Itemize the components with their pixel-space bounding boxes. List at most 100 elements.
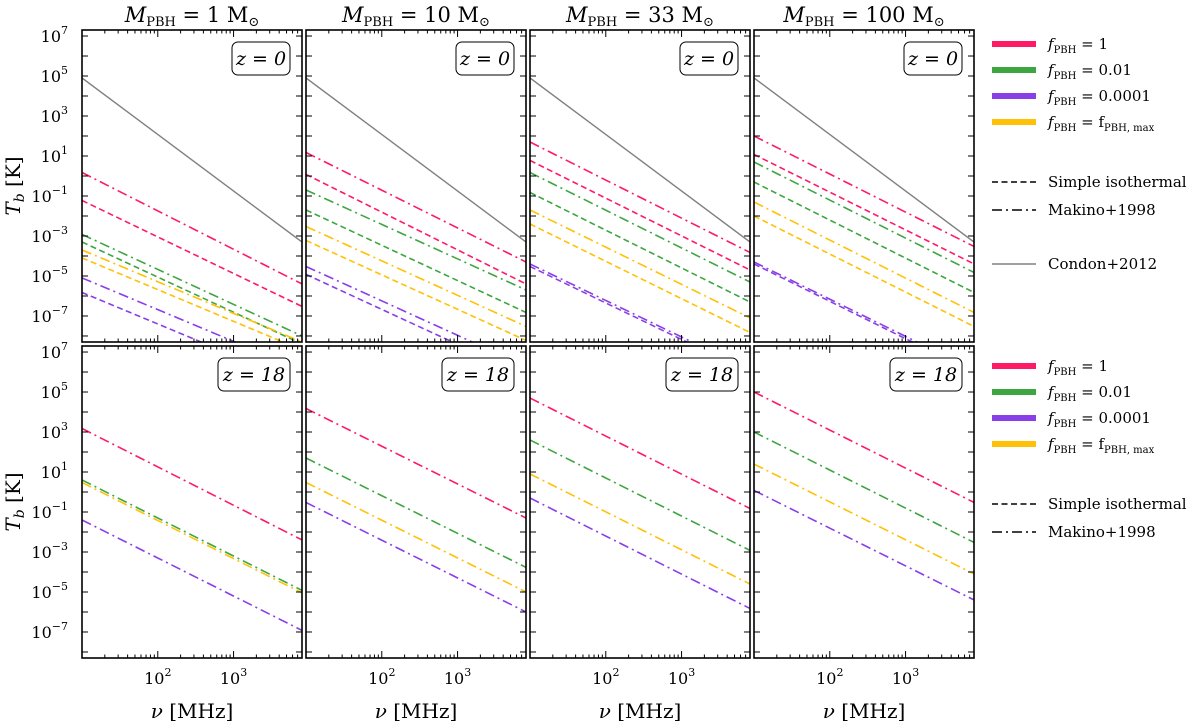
panel-lines bbox=[306, 77, 526, 342]
z-label-box bbox=[231, 41, 291, 76]
legend-style-label: Makino+1998 bbox=[1048, 523, 1156, 541]
panel-frame bbox=[305, 29, 527, 343]
series-line-f0.01-dashdot bbox=[754, 161, 974, 274]
panel-frame bbox=[81, 29, 303, 343]
condon-line bbox=[530, 77, 750, 243]
legend-f: f bbox=[1047, 61, 1056, 79]
legend-f: f bbox=[1047, 87, 1056, 105]
series-line-fmax-dashdot bbox=[754, 463, 974, 575]
z-label: z = 18 bbox=[446, 364, 509, 386]
legend-sub: PBH bbox=[1054, 71, 1077, 82]
y-tick-label: 107 bbox=[41, 24, 68, 46]
legend-style-label: Simple isothermal bbox=[1048, 495, 1187, 513]
z-label-box bbox=[217, 357, 291, 392]
panel-r0-c3: z = 0 bbox=[753, 29, 975, 343]
z-label-box bbox=[679, 41, 739, 76]
panel-r1-c2: z = 18 bbox=[529, 345, 751, 659]
legend-label: fPBH = 0.01 bbox=[1047, 383, 1132, 404]
legend-style-text: Makino+1998 bbox=[1048, 523, 1156, 541]
y-tick-label: 10−5 bbox=[31, 264, 68, 286]
tick-exponent: 3 bbox=[61, 420, 68, 433]
tick-base: 10 bbox=[41, 107, 61, 126]
panel-lines bbox=[82, 427, 302, 632]
series-line-f1-dashed bbox=[754, 153, 974, 265]
tick-base: 10 bbox=[816, 669, 836, 688]
panel-lines bbox=[82, 77, 302, 342]
series-line-fmax-dashed bbox=[82, 257, 286, 342]
legend-f: f bbox=[1047, 357, 1056, 375]
series-line-f1-dashdot bbox=[82, 171, 302, 285]
ylabel-symbol: T bbox=[1, 517, 25, 532]
tick-exponent: −5 bbox=[52, 264, 68, 277]
y-tick-label: 10−1 bbox=[31, 500, 68, 522]
panel-frame bbox=[529, 29, 751, 343]
z-label: z = 0 bbox=[907, 48, 958, 70]
series-line-f0.01-dashed bbox=[754, 181, 974, 294]
series-line-f1-dashdot bbox=[306, 151, 526, 263]
series-line-f0.0001-dashed bbox=[530, 265, 689, 342]
z-label-box bbox=[903, 41, 963, 76]
legend-style-label: Makino+1998 bbox=[1048, 201, 1156, 219]
legend-style-text: Simple isothermal bbox=[1048, 173, 1187, 191]
series-line-fmax-dashdot bbox=[530, 473, 750, 585]
x-axis-title: ν [MHz] bbox=[599, 699, 682, 723]
panel-lines bbox=[530, 397, 750, 610]
tick-exponent: 1 bbox=[61, 460, 68, 473]
z-label-box bbox=[889, 357, 963, 392]
tick-exponent: 2 bbox=[612, 666, 619, 679]
y-tick-label: 101 bbox=[41, 460, 68, 482]
tick-exponent: 2 bbox=[388, 666, 395, 679]
tick-exponent: 5 bbox=[61, 380, 68, 393]
legend-condon-text: Condon+2012 bbox=[1048, 255, 1157, 273]
y-tick-label: 10−3 bbox=[31, 540, 68, 562]
tick-exponent: 5 bbox=[61, 64, 68, 77]
series-line-f0.0001-dashdot bbox=[754, 489, 974, 601]
series-line-fmax-dashed bbox=[754, 215, 974, 328]
z-label-box bbox=[665, 357, 739, 392]
tick-exponent: −3 bbox=[52, 540, 68, 553]
z-label: z = 18 bbox=[894, 364, 957, 386]
ylabel-symbol: T bbox=[1, 201, 25, 216]
series-line-fmax-dashdot bbox=[306, 225, 526, 328]
title-value: = 1 M bbox=[176, 3, 249, 27]
tick-base: 10 bbox=[668, 669, 688, 688]
z-label: z = 0 bbox=[683, 48, 734, 70]
xlabel-symbol: ν bbox=[151, 699, 163, 723]
tick-exponent: −7 bbox=[52, 304, 68, 317]
legend-value: = f bbox=[1076, 113, 1105, 131]
title-subscript: PBH bbox=[364, 15, 394, 30]
series-line-f1-dashed bbox=[306, 173, 526, 285]
legend-style-label: Simple isothermal bbox=[1048, 173, 1187, 191]
y-tick-label: 105 bbox=[41, 380, 68, 402]
x-tick-label: 103 bbox=[220, 666, 247, 688]
title-symbol: M bbox=[341, 3, 364, 27]
legend-label: fPBH = 0.0001 bbox=[1047, 87, 1151, 108]
panel-frame bbox=[753, 345, 975, 659]
condon-line bbox=[306, 77, 526, 243]
tick-exponent: −1 bbox=[52, 500, 68, 513]
series-line-fmax-dashdot bbox=[754, 201, 974, 314]
series-line-f0.0001-dashdot bbox=[306, 501, 526, 613]
y-tick-label: 101 bbox=[41, 144, 68, 166]
solar-symbol: ⊙ bbox=[479, 15, 490, 30]
series-line-f0.01-dashdot bbox=[82, 479, 302, 592]
series-line-fmax-dashdot bbox=[530, 209, 750, 319]
series-line-f1-dashdot bbox=[82, 427, 302, 541]
series-line-fmax-dashed bbox=[306, 239, 526, 342]
tick-base: 10 bbox=[31, 227, 51, 246]
panel-frame bbox=[305, 345, 527, 659]
legend-value: = 1 bbox=[1076, 357, 1108, 375]
panel-frame bbox=[753, 29, 975, 343]
ylabel-unit: [K] bbox=[1, 156, 25, 193]
panel-r0-c1: z = 0 bbox=[305, 29, 527, 343]
series-line-f1-dashdot bbox=[754, 391, 974, 504]
title-subscript: PBH bbox=[146, 15, 176, 30]
legend-sub: PBH bbox=[1054, 97, 1077, 108]
series-line-f1-dashdot bbox=[530, 397, 750, 510]
series-line-f0.01-dashdot bbox=[306, 189, 526, 291]
ylabel-unit: [K] bbox=[1, 472, 25, 509]
title-value: = 100 M bbox=[835, 3, 934, 27]
legend-label: fPBH = 1 bbox=[1047, 357, 1108, 378]
legend-f: f bbox=[1047, 383, 1056, 401]
tick-exponent: 2 bbox=[836, 666, 843, 679]
